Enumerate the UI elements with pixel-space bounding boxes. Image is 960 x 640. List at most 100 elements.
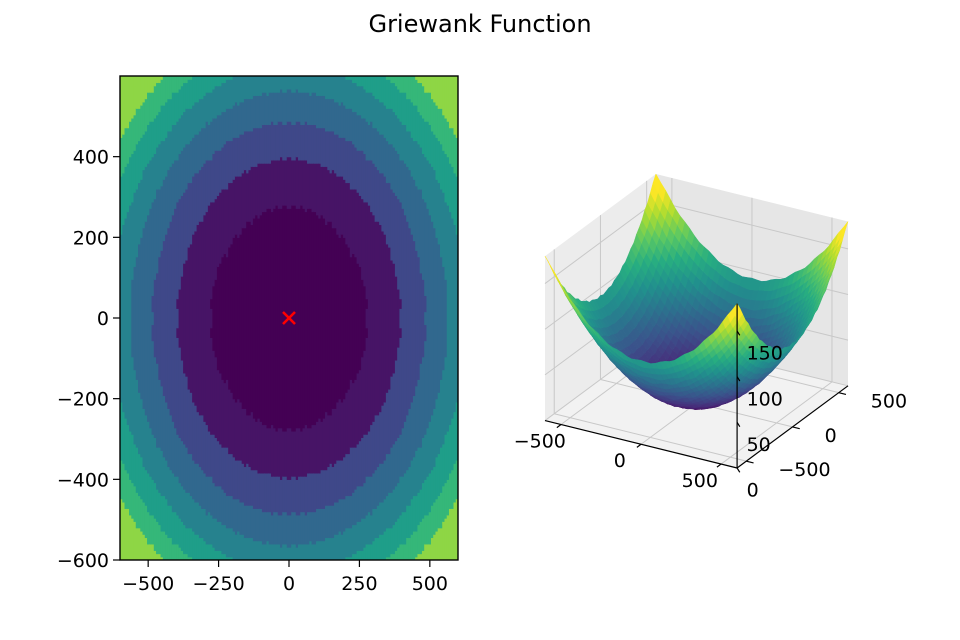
contour-band-cell xyxy=(165,137,168,177)
contour-band-cell xyxy=(388,79,391,109)
contour-band-cell xyxy=(203,95,207,129)
contour-band-cell xyxy=(250,469,254,506)
contour-band-cell xyxy=(370,543,373,560)
contour-band-cell xyxy=(381,134,385,174)
contour-band-cell xyxy=(140,179,144,238)
contour-band-cell xyxy=(189,527,193,558)
contour-band-cell xyxy=(381,501,385,535)
contour-band-cell xyxy=(313,211,317,426)
contour-band-cell xyxy=(196,463,200,503)
contour-band-cell xyxy=(234,459,238,500)
contour-band-cell xyxy=(246,463,250,506)
contour-band-cell xyxy=(259,127,263,164)
contour-band-cell xyxy=(385,495,389,529)
contour-band-cell xyxy=(318,76,322,96)
contour-band-cell xyxy=(318,508,322,542)
contour-band-cell xyxy=(176,434,180,477)
contour-band-cell xyxy=(430,505,434,539)
contour-band-cell xyxy=(392,82,396,113)
contour-band-cell xyxy=(327,505,331,539)
contour-band-cell xyxy=(311,76,315,93)
contour-band-cell xyxy=(320,469,324,509)
contour-band-cell xyxy=(221,82,225,113)
contour-band-cell xyxy=(316,127,319,164)
contour-band-cell xyxy=(185,143,189,190)
contour-band-cell xyxy=(232,237,236,400)
contour-band-cell xyxy=(178,482,182,519)
contour-band-cell xyxy=(356,150,360,193)
contour-band-cell xyxy=(286,427,290,480)
contour-band-cell xyxy=(446,430,450,480)
figure-title: Griewank Function xyxy=(368,10,591,38)
contour-band-cell xyxy=(356,443,360,487)
contour-band-cell xyxy=(444,550,448,560)
contour-band-cell xyxy=(129,479,132,516)
contour-band-cell xyxy=(230,108,234,142)
contour-band-cell xyxy=(187,388,191,455)
contour-band-cell xyxy=(379,534,382,560)
contour-band-cell xyxy=(439,527,443,558)
contour-band-cell xyxy=(338,137,342,177)
contour-band-cell xyxy=(455,234,458,403)
contour-band-cell xyxy=(385,453,389,497)
contour-band-cell xyxy=(149,427,153,477)
contour-band-cell xyxy=(144,76,148,100)
contour-band-cell xyxy=(178,288,182,348)
surface-face xyxy=(731,303,741,316)
contour-band-cell xyxy=(140,456,144,500)
contour-band-cell xyxy=(291,511,295,545)
contour-band-cell xyxy=(370,476,373,516)
contour-band-cell xyxy=(329,172,333,222)
contour-band-cell xyxy=(196,76,200,103)
contour-band-cell xyxy=(239,401,243,461)
contour-band-cell xyxy=(338,459,342,500)
contour-band-cell xyxy=(309,76,313,96)
contour-band-cell xyxy=(201,221,204,416)
contour-band-cell xyxy=(397,76,401,90)
contour-band-cell xyxy=(325,537,328,560)
contour-band-cell xyxy=(257,127,261,164)
contour-band-cell xyxy=(264,124,268,164)
contour-band-cell xyxy=(361,437,364,487)
contour-band-cell xyxy=(151,514,155,545)
contour-band-cell xyxy=(455,137,458,177)
contour-band-cell xyxy=(178,518,182,548)
contour-band-cell xyxy=(248,76,252,100)
contour-band-cell xyxy=(221,489,225,526)
contour-band-cell xyxy=(397,198,401,290)
contour-band-cell xyxy=(390,188,394,261)
contour-band-cell xyxy=(403,472,407,513)
contour-band-cell xyxy=(289,76,292,90)
contour-band-cell xyxy=(194,172,198,232)
contour-band-cell xyxy=(336,459,340,503)
contour-band-cell xyxy=(394,359,398,442)
contour-band-cell xyxy=(439,108,443,145)
contour-band-cell xyxy=(334,101,337,135)
contour-band-cell xyxy=(252,469,256,509)
contour-band-cell xyxy=(372,540,376,560)
contour-band-cell xyxy=(426,121,430,161)
contour-band-cell xyxy=(277,76,281,93)
contour-band-cell xyxy=(189,453,193,497)
contour-band-cell xyxy=(160,140,164,187)
contour-band-cell xyxy=(437,182,441,245)
contour-band-cell xyxy=(225,76,229,80)
contour-band-cell xyxy=(435,105,439,138)
contour-band-cell xyxy=(367,76,371,93)
contour-band-cell xyxy=(399,92,403,122)
contour-band-cell xyxy=(363,88,367,119)
contour-band-cell xyxy=(250,224,254,413)
contour-band-cell xyxy=(252,217,256,419)
contour-band-cell xyxy=(246,130,250,174)
contour-band-cell xyxy=(210,92,213,122)
contour-band-cell xyxy=(347,108,351,142)
contour-band-cell xyxy=(415,140,419,187)
contour-band-cell xyxy=(385,182,389,245)
contour-band-cell xyxy=(178,547,182,560)
contour-band-cell xyxy=(225,140,229,190)
contour-band-cell xyxy=(316,472,319,509)
contour-band-cell xyxy=(178,198,182,290)
contour-band-cell xyxy=(142,134,146,171)
contour-band-cell xyxy=(142,169,146,229)
